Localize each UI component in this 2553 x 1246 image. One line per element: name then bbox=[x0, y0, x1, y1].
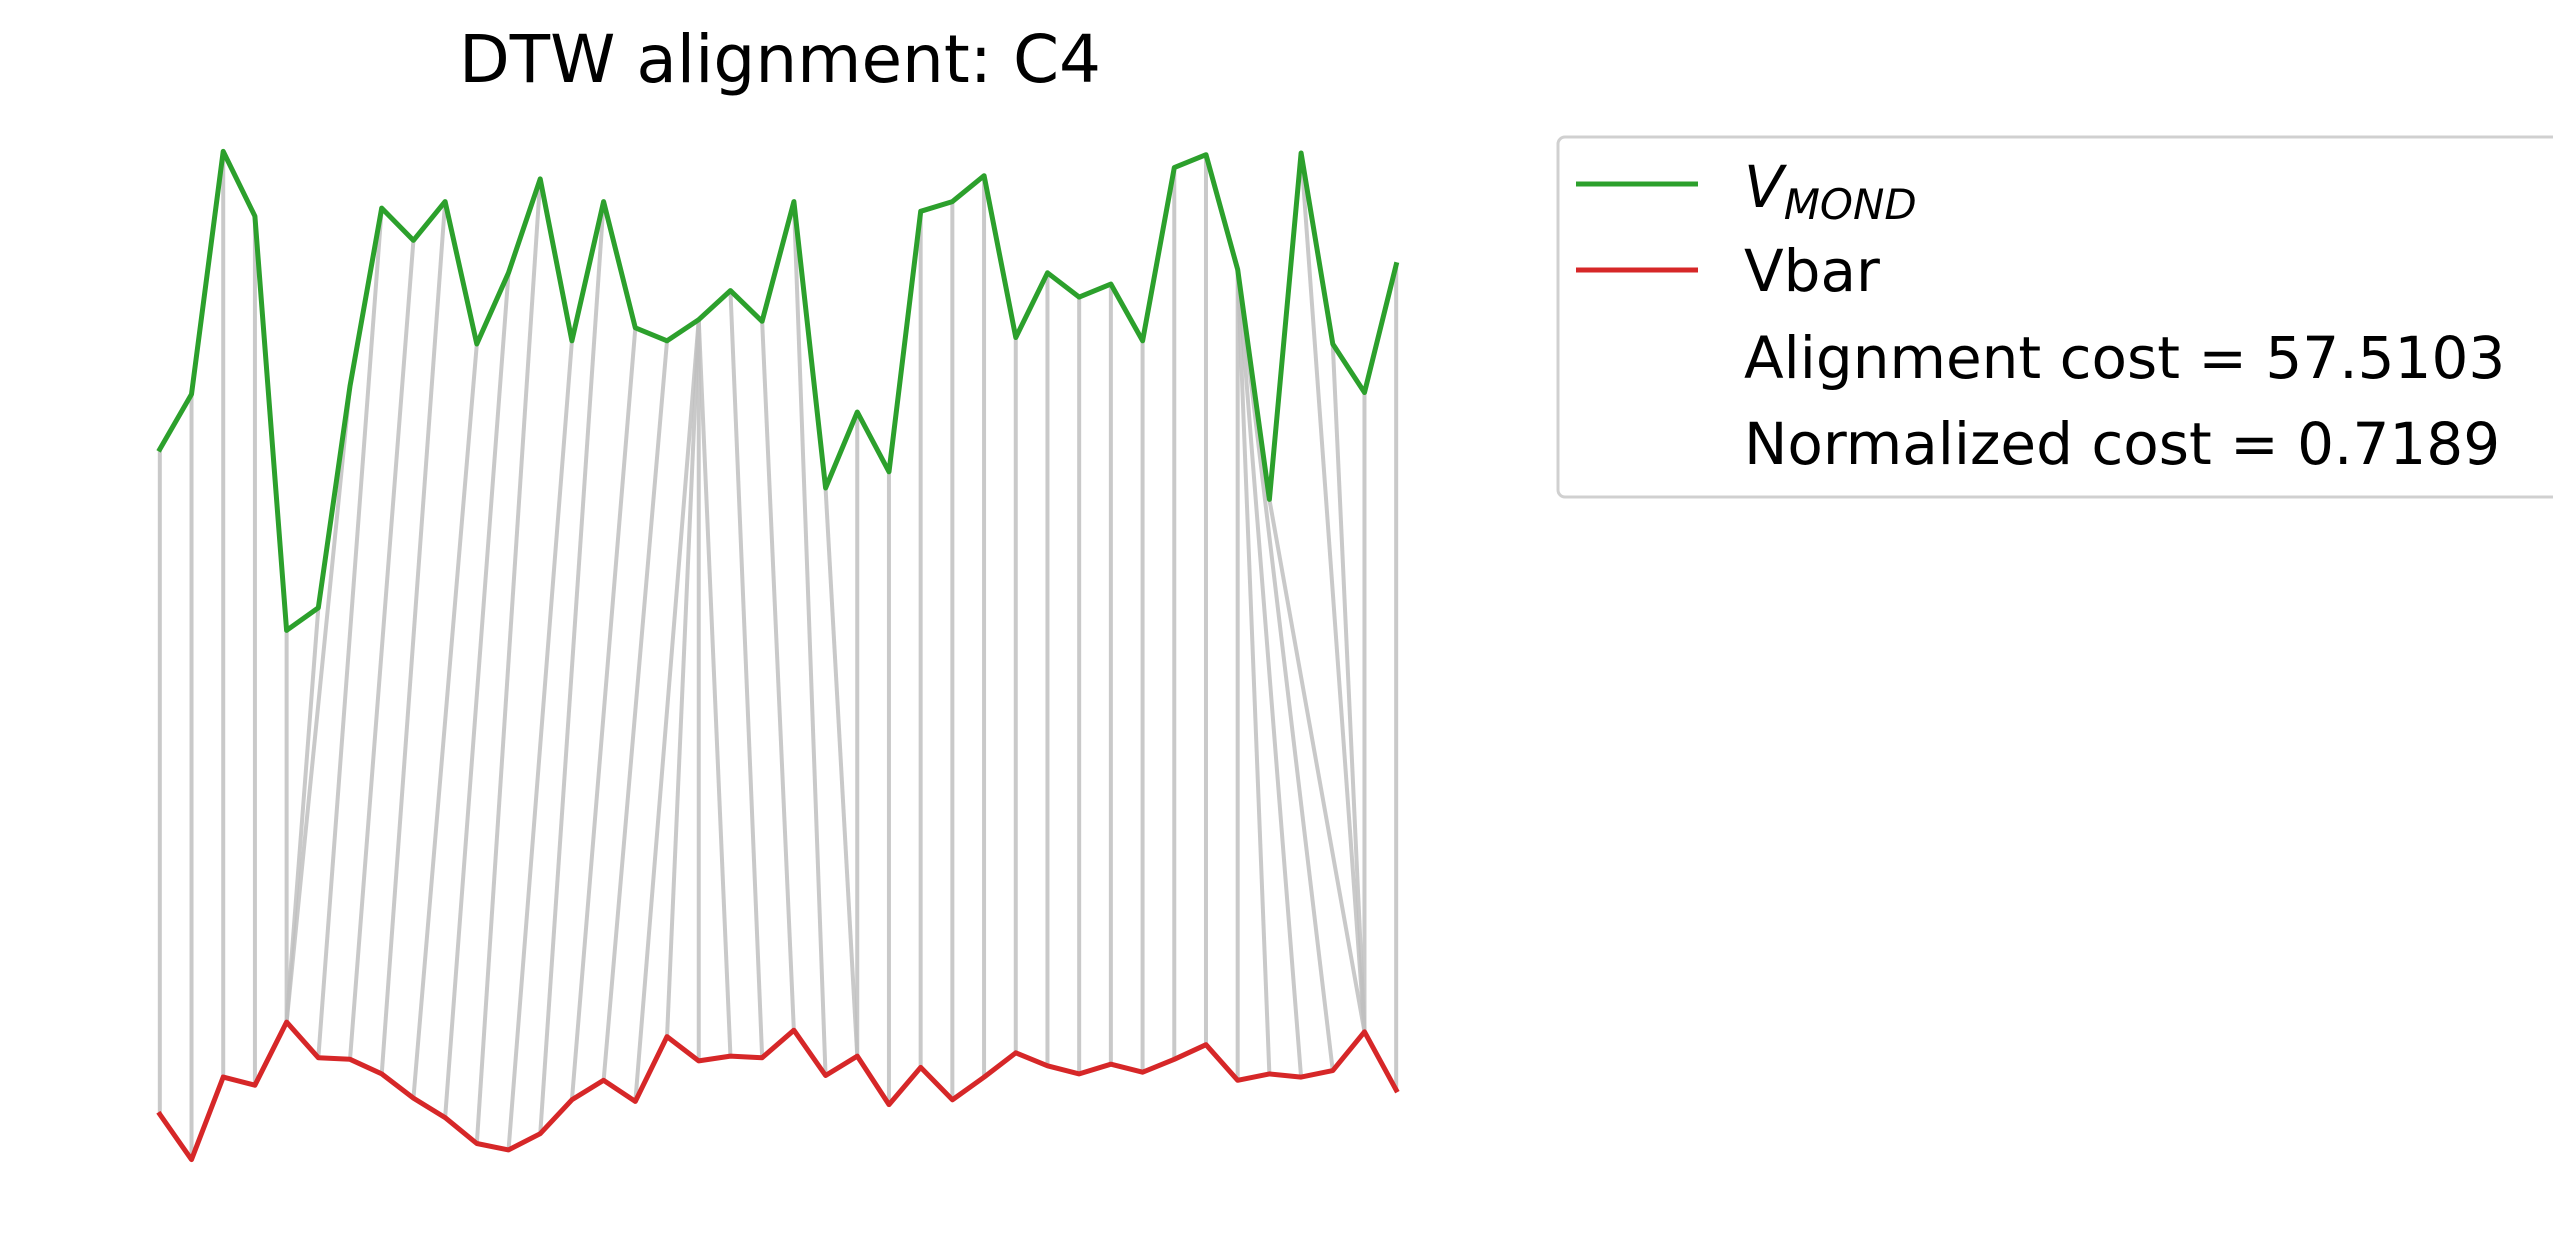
legend-alignment-cost: Alignment cost = 57.5103 bbox=[1744, 324, 2505, 392]
series-line-vmond bbox=[156, 148, 1400, 633]
alignment-line-8 bbox=[348, 240, 416, 1060]
alignment-line-41 bbox=[1267, 499, 1367, 1033]
series-lines bbox=[156, 148, 1400, 1163]
alignment-line-43 bbox=[1330, 343, 1367, 1032]
alignment-line-40 bbox=[1235, 269, 1335, 1071]
alignment-line-10 bbox=[411, 343, 479, 1099]
alignment-line-7 bbox=[316, 207, 384, 1058]
legend-normalized-cost: Normalized cost = 0.7189 bbox=[1744, 410, 2500, 478]
legend-label-vmond-subscript: MOND bbox=[1784, 180, 1917, 229]
alignment-line-42 bbox=[1299, 152, 1367, 1032]
alignment-line-22 bbox=[760, 321, 796, 1031]
legend-label-vbar: Vbar bbox=[1744, 237, 1880, 305]
alignment-line-9 bbox=[379, 201, 448, 1075]
alignment-line-24 bbox=[823, 487, 860, 1057]
legend-frame bbox=[1556, 135, 2553, 499]
legend-label-vmond-main: V bbox=[1744, 153, 1788, 221]
alignment-line-20 bbox=[696, 319, 733, 1057]
alignment-line-6 bbox=[284, 385, 353, 1023]
chart-title: DTW alignment: C4 bbox=[459, 21, 1101, 98]
alignment-line-23 bbox=[791, 201, 828, 1076]
alignment-path-lines bbox=[157, 151, 1399, 1160]
plot-area bbox=[156, 148, 1400, 1163]
alignment-line-12 bbox=[474, 178, 543, 1144]
alignment-line-14 bbox=[538, 201, 606, 1134]
legend: VMOND Vbar Alignment cost = 57.5103 Norm… bbox=[1556, 135, 2553, 499]
alignment-line-21 bbox=[728, 290, 765, 1058]
series-line-vbar bbox=[156, 1019, 1400, 1163]
alignment-line-11 bbox=[443, 272, 511, 1118]
alignment-line-13 bbox=[506, 340, 574, 1151]
alignment-line-18 bbox=[665, 319, 701, 1037]
alignment-line-39 bbox=[1235, 269, 1304, 1078]
alignment-line-15 bbox=[569, 327, 638, 1100]
alignment-line-16 bbox=[601, 340, 670, 1081]
alignment-line-38 bbox=[1235, 269, 1272, 1074]
alignment-line-17 bbox=[633, 319, 701, 1102]
legend-label-vmond: VMOND bbox=[1744, 153, 1917, 229]
